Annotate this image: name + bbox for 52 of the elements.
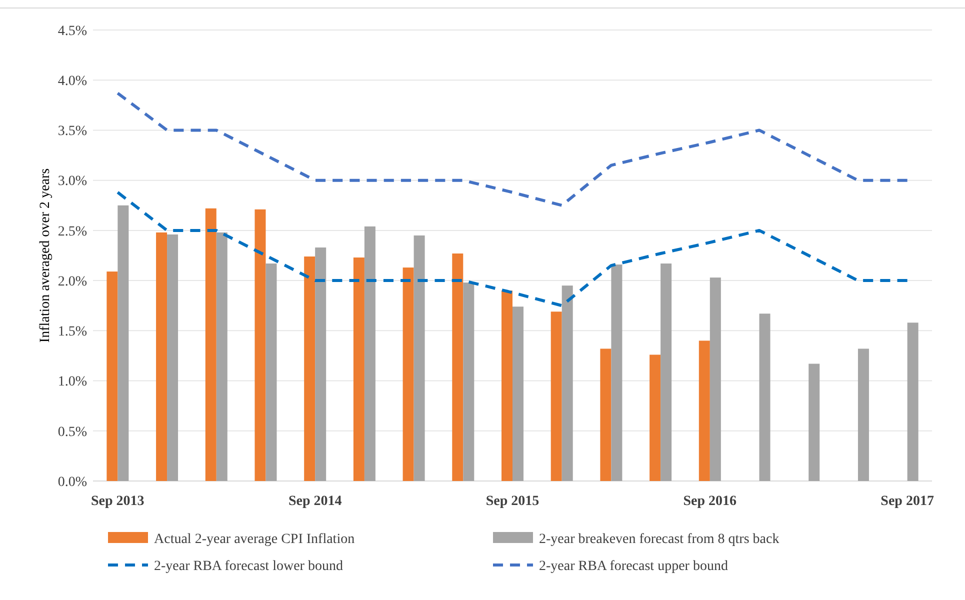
- y-tick-label: 0.5%: [58, 424, 88, 440]
- y-tick-label: 1.0%: [58, 374, 88, 390]
- bar: [600, 348, 612, 481]
- x-tick-label: Sep 2015: [486, 494, 540, 509]
- bar: [512, 306, 524, 481]
- bar: [315, 247, 326, 481]
- legend-label: 2-year breakeven forecast from 8 qtrs back: [539, 532, 780, 547]
- bar: [759, 314, 770, 481]
- bar: [167, 234, 178, 481]
- line-series: [116, 190, 909, 308]
- bar: [304, 256, 316, 481]
- bar: [660, 264, 672, 481]
- bar: [611, 264, 622, 481]
- bar: [156, 232, 168, 481]
- bar: [254, 209, 266, 481]
- y-axis-title: Inflation averaged over 2 years: [38, 168, 53, 343]
- bar: [550, 312, 562, 481]
- bar: [463, 282, 474, 481]
- bar: [710, 278, 721, 481]
- bar: [353, 258, 364, 481]
- bar: [562, 286, 573, 481]
- x-tick-label: Sep 2016: [683, 494, 737, 509]
- x-tick-label: Sep 2017: [880, 494, 934, 509]
- y-tick-label: 0.0%: [58, 474, 88, 490]
- x-tick-label: Sep 2013: [91, 494, 144, 509]
- y-tick-label: 2.0%: [58, 274, 88, 290]
- bar: [452, 253, 464, 481]
- y-tick-label: 3.0%: [58, 174, 88, 190]
- bar: [402, 268, 414, 481]
- y-tick-label: 4.0%: [58, 74, 88, 90]
- legend-label: 2-year RBA forecast lower bound: [154, 558, 343, 574]
- y-tick-label: 2.5%: [58, 224, 88, 240]
- bar: [414, 235, 425, 481]
- x-tick-label: Sep 2014: [288, 494, 342, 509]
- legend-label: 2-year RBA forecast upper bound: [539, 558, 728, 574]
- line-series: [116, 92, 909, 207]
- bar: [216, 232, 228, 481]
- bar: [808, 364, 820, 481]
- bar: [650, 354, 661, 481]
- bar: [698, 340, 710, 481]
- y-tick-label: 3.5%: [58, 124, 88, 140]
- y-tick-label: 1.5%: [58, 324, 88, 340]
- bar: [364, 226, 376, 481]
- bar: [858, 348, 869, 481]
- bar: [907, 322, 918, 481]
- bar: [205, 208, 216, 481]
- bar: [266, 264, 277, 481]
- y-tick-label: 4.5%: [58, 24, 88, 39]
- legend-label: Actual 2-year average CPI Inflation: [154, 532, 355, 547]
- bar: [502, 290, 512, 481]
- bar: [106, 272, 118, 481]
- bar: [118, 205, 129, 481]
